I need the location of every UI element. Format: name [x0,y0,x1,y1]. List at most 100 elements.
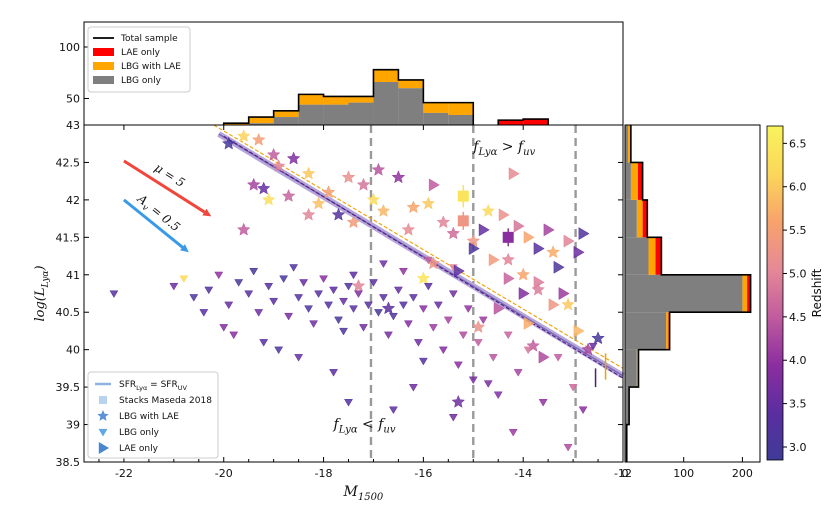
y-tick-label: 42.5 [56,156,81,169]
right-x-tick-label: 200 [732,467,753,480]
x-tick-label: -20 [215,467,233,480]
data-point [588,342,598,351]
y-axis-label-ylabel: log(L [33,287,48,321]
data-point [234,279,244,287]
data-point [189,294,199,302]
data-point [319,275,328,284]
data-point [423,282,433,291]
colorbar-scale [766,125,784,461]
legend-star-swatch [97,410,109,421]
data-point [468,242,480,256]
legend-entry-label: LBG only [119,428,160,438]
data-point [246,177,261,191]
y-tick-label: 43 [66,119,80,132]
annotation-flya-greater-sub2: uv [523,147,535,158]
series-lbg-with-lae [221,129,605,408]
plot-frame [83,124,624,463]
y-axis-label-ylabel_end: ) [33,265,48,271]
series-lae-only [428,167,590,364]
data-point [266,147,281,161]
data-point [406,200,421,214]
legend-label-sub: Lyα [136,384,147,392]
data-point [413,339,423,347]
y-tick-label: 39 [66,419,80,432]
x-tick-label: -12 [614,467,632,480]
data-point [251,132,266,146]
data-point [259,339,269,347]
data-point [271,159,286,172]
data-point [383,331,393,340]
lae-only-bar [598,146,623,147]
y-axis-label: log(LLyα) [33,265,51,321]
top-y-tick-label: 50 [66,93,80,106]
data-point [256,181,271,195]
top-legend-patch [93,76,114,84]
lae-only-bar [573,146,598,147]
data-point [284,312,294,321]
right-lae-only-bar [642,199,648,238]
data-point [523,317,535,330]
lbg-only-bar [448,114,474,125]
top-histogram-bars [174,68,623,155]
colorbar-tick-label: 3.0 [789,441,807,454]
lbg-with-lae-bar [398,79,424,89]
data-point [339,297,348,306]
lbg-only-bar [548,146,573,155]
data-point [204,286,214,295]
data-point [294,354,304,362]
data-point [351,278,366,292]
data-point [488,253,500,267]
data-point [346,215,361,229]
data-point [468,376,478,385]
data-point [286,151,301,165]
right-lbg-only-bar [625,237,649,275]
colorbar: 3.0 3.5 4.0 4.5 5.0 5.5 6.0 6.5 Redshift [766,125,824,461]
data-point [423,256,433,265]
data-point [418,357,428,366]
data-point [493,302,505,315]
data-point [481,203,496,217]
legend-entry-label: SFRLyα = SFRUV [119,380,187,392]
right-lbg-with-lae-bar [630,162,638,200]
data-point [573,245,585,259]
colorbar-tick-label: 6.0 [789,181,807,194]
lbg-only-bar [174,148,199,155]
data-point [304,305,314,313]
data-point [281,188,296,202]
right-lbg-with-lae-bar [636,349,638,388]
series-lbg-only [109,256,598,452]
data-point [398,301,408,310]
data-point [403,320,413,328]
data-point [199,309,209,317]
data-point [379,294,388,302]
lbg-only-bar [598,148,623,155]
data-point [294,294,304,302]
data-point [369,279,378,287]
lbg-with-lae-bar [423,102,449,113]
lbg-only-bar [423,112,449,125]
data-point [349,305,358,313]
top-legend-label: LAE only [121,48,161,58]
legend-entry-label: LBG with LAE [119,412,179,422]
data-point [398,267,408,276]
relation-offset-line [213,124,624,369]
data-point [229,331,239,340]
data-point [458,331,468,340]
data-point [301,166,316,180]
data-point [416,271,431,285]
data-point [421,196,436,210]
data-point [513,369,523,377]
data-point [523,346,533,355]
data-point [221,136,236,150]
data-point [591,331,605,345]
data-point [393,286,403,295]
data-point [309,320,319,328]
data-point [224,301,234,310]
data-point [359,324,368,332]
y-axis-label-ylabel_sub: Lyα [41,271,51,289]
data-point [109,290,119,298]
data-point [483,380,493,388]
data-point [354,290,363,298]
legend-triangle-down-swatch [98,428,108,437]
x-tick-label: -16 [414,467,432,480]
